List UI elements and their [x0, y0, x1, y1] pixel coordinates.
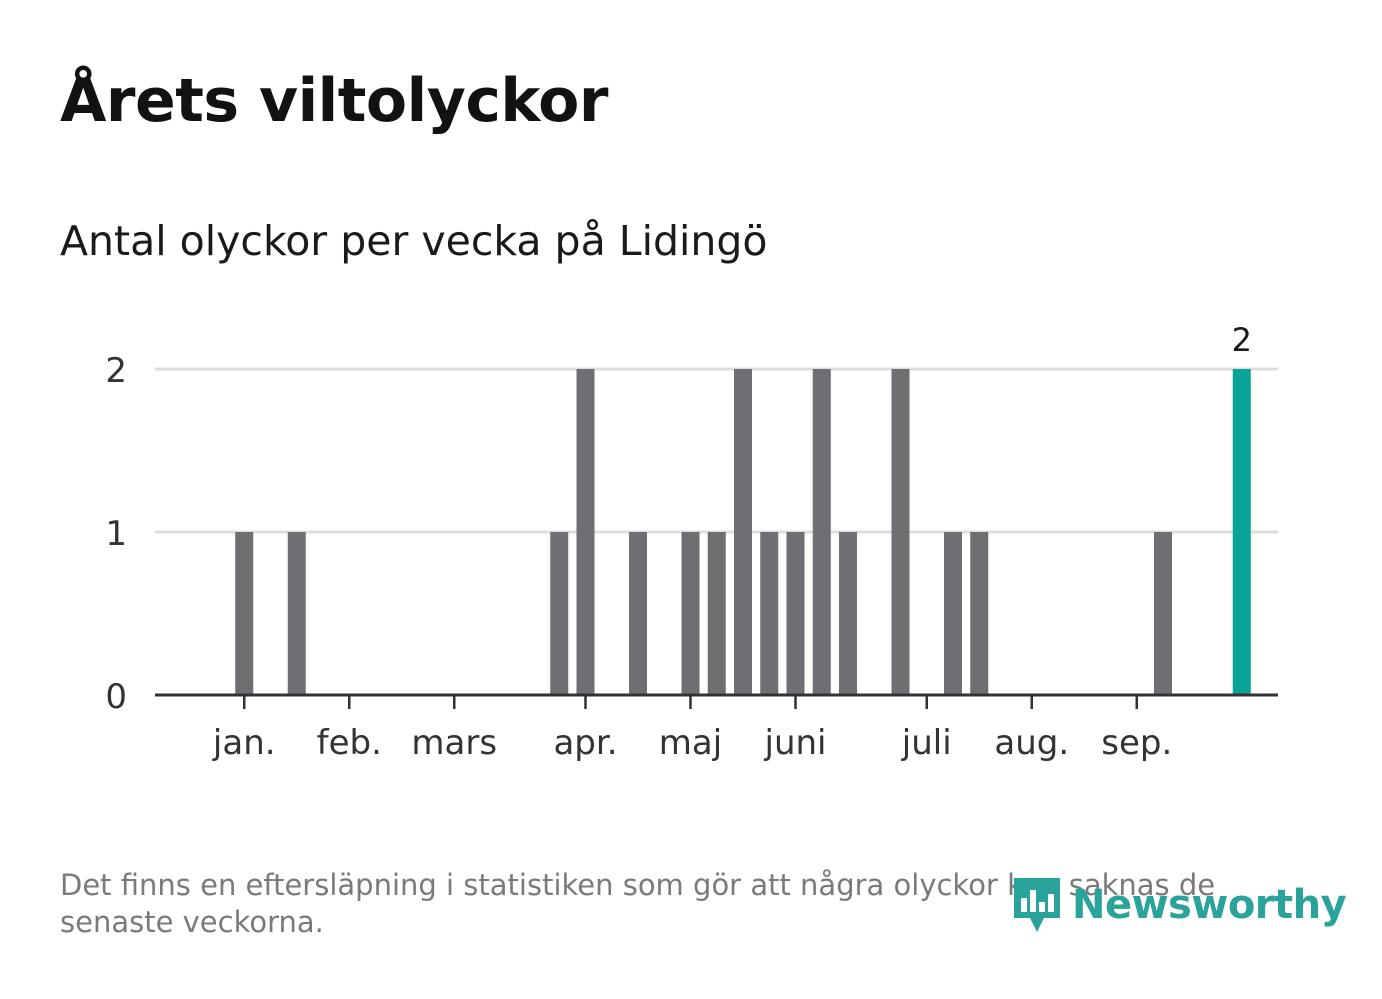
bar	[891, 369, 910, 695]
x-tick-label: jan.	[212, 723, 276, 763]
bar	[235, 532, 254, 695]
bar-chart-speech-bubble-icon	[1014, 878, 1060, 932]
chart-subtitle: Antal olyckor per vecka på Lidingö	[60, 217, 768, 265]
bar	[287, 532, 306, 695]
bar	[734, 369, 752, 695]
x-tick-label: juni	[764, 723, 827, 763]
y-tick-label: 1	[105, 514, 127, 554]
bar	[760, 532, 779, 695]
gridlines	[155, 367, 1278, 534]
x-tick-label: juli	[901, 723, 952, 763]
x-tick-label: aug.	[994, 723, 1069, 763]
labels: 0 1 2 2 jan. feb. mars apr. maj juni juli aug. sep.	[105, 321, 1252, 763]
y-tick-label: 0	[105, 677, 127, 717]
y-tick-label: 2	[105, 351, 127, 391]
x-tick-label: mars	[411, 723, 497, 763]
bar	[550, 532, 569, 695]
bar	[576, 369, 595, 695]
bar	[786, 532, 805, 695]
axes	[155, 693, 1278, 709]
bar	[839, 532, 857, 695]
x-tick-label: maj	[659, 723, 722, 763]
bar	[707, 532, 726, 695]
brand-logo[interactable]: Newsworthy	[1010, 874, 1347, 936]
bar	[1154, 532, 1172, 695]
x-tick-label: feb.	[317, 723, 382, 763]
x-tick-label: apr.	[553, 723, 617, 763]
x-tick-label: sep.	[1101, 723, 1172, 763]
bar	[629, 532, 647, 695]
highlight-data-label: 2	[1232, 321, 1252, 359]
bar	[970, 532, 989, 695]
chart-title: Årets viltolyckor	[60, 66, 609, 136]
bar	[944, 532, 962, 695]
brand-name: Newsworthy	[1072, 882, 1347, 928]
bar	[681, 532, 700, 695]
bar	[812, 369, 831, 695]
bars	[235, 369, 1251, 695]
bar-highlight	[1232, 369, 1251, 695]
